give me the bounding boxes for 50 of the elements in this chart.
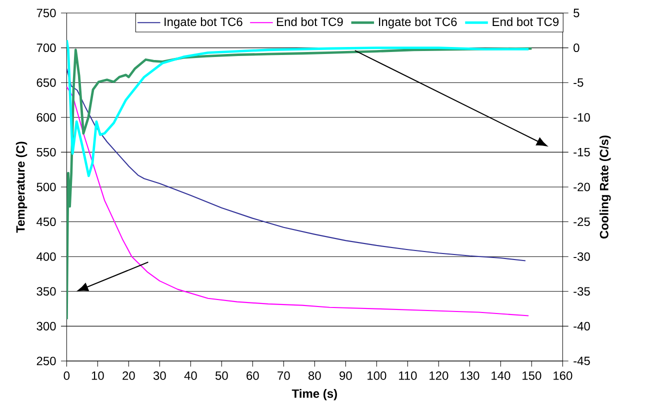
x-tick-label: 150	[522, 371, 542, 380]
x-tick-label: 70	[278, 371, 290, 380]
y-tick-label: 400	[36, 252, 56, 261]
y2-tick-label: -30	[574, 252, 590, 261]
legend-label: Ingate bot TC6	[378, 17, 457, 28]
y-tick-label: 250	[36, 356, 56, 366]
y-tick-label: 600	[36, 113, 56, 122]
y-tick-label: 450	[36, 218, 56, 226]
y2-tick-label: -10	[574, 113, 590, 122]
x-axis-title: Time (s)	[292, 389, 337, 400]
line-series	[66, 86, 530, 316]
y-tick-label: 550	[36, 148, 56, 156]
legend-label: End bot TC9	[492, 17, 559, 26]
y-tick-label: 700	[36, 44, 56, 52]
x-tick-label: 60	[246, 371, 259, 380]
y2-tick-label: -15	[574, 148, 590, 156]
y-tick-label: 650	[36, 78, 56, 87]
x-tick-label: 0	[64, 371, 70, 380]
x-tick-label: 160	[554, 371, 572, 380]
line-series	[66, 38, 530, 178]
y2-tick-label: -5	[574, 78, 584, 87]
y-tick-label: 300	[36, 322, 56, 330]
x-tick-label: 30	[153, 371, 166, 380]
y2-tick-label: -45	[574, 356, 590, 366]
legend-label: Ingate bot TC6	[164, 17, 242, 28]
x-tick-label: 40	[184, 371, 197, 380]
x-tick-label: 90	[340, 371, 352, 380]
x-tick-label: 130	[460, 371, 480, 380]
x-tick-label: 80	[308, 371, 321, 380]
x-tick-label: 10	[92, 371, 104, 380]
y2-tick-label: 5	[574, 8, 580, 18]
x-tick-label: 110	[399, 371, 417, 380]
x-tick-label: 50	[215, 371, 228, 380]
y2-tick-label: -20	[574, 182, 590, 192]
y2-axis-title: Cooling Rate (C/s)	[600, 136, 611, 238]
legend-label: End bot TC9	[277, 17, 343, 26]
y-axis-title: Temperature (C)	[16, 142, 28, 233]
line-series	[66, 47, 533, 320]
x-tick-label: 20	[122, 371, 135, 380]
y-tick-label: 750	[36, 8, 56, 18]
y-tick-label: 500	[36, 182, 56, 192]
x-tick-label: 120	[430, 371, 448, 380]
line-series	[66, 68, 526, 262]
y-tick-label: 350	[36, 287, 56, 296]
y2-tick-label: 0	[574, 44, 580, 52]
x-tick-label: 100	[368, 371, 386, 380]
y2-tick-label: -40	[574, 322, 590, 330]
y2-tick-label: -25	[574, 218, 590, 226]
y2-tick-label: -35	[574, 287, 590, 296]
x-tick-label: 140	[492, 371, 510, 380]
